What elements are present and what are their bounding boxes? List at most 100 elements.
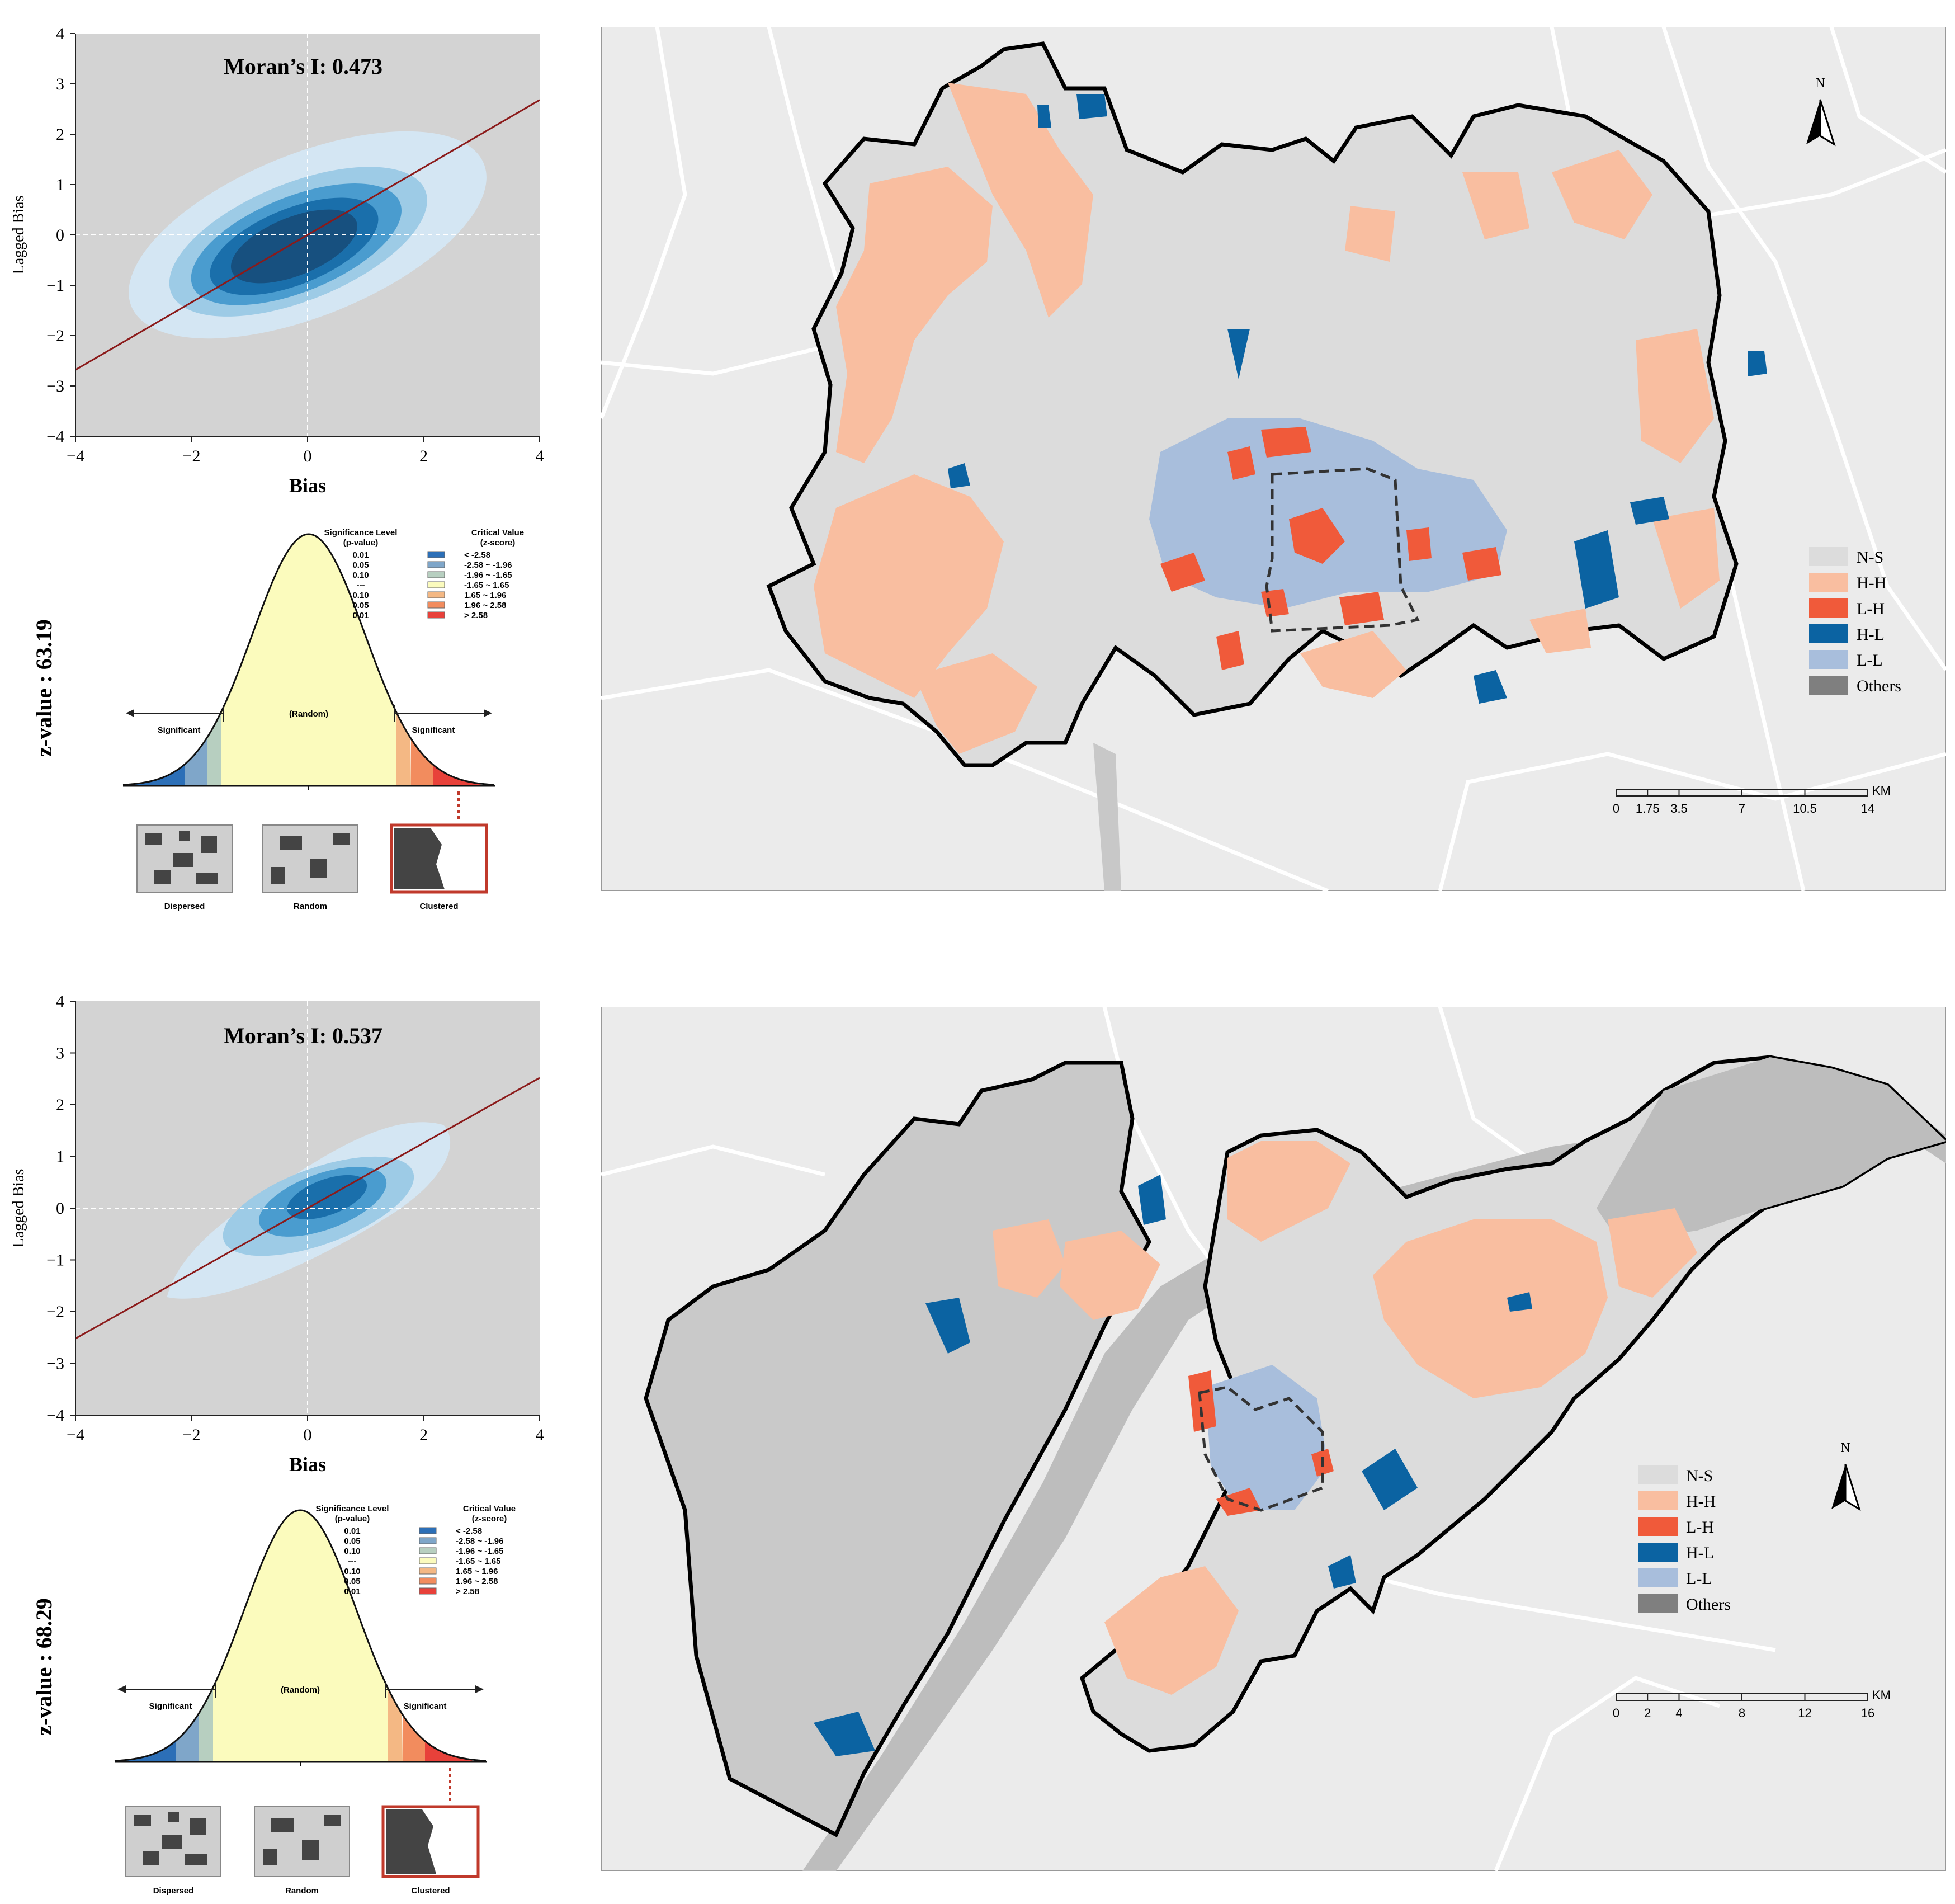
- sig-header: Significance Level: [324, 528, 398, 538]
- kde-level-5: [230, 209, 357, 284]
- legend-label: Others: [1857, 677, 1901, 695]
- z-score: -1.65 ~ 1.65: [464, 581, 509, 590]
- sig-header: Significance Level: [316, 1504, 389, 1514]
- bell-segment: [221, 534, 396, 786]
- legend-swatch: [1809, 624, 1848, 643]
- significant-right: Significant: [412, 725, 455, 735]
- scale-tick-label: 0: [1613, 802, 1619, 816]
- significance-legend: Significance Level (p-value) Critical Va…: [324, 528, 525, 620]
- y-tick-label: −2: [46, 1303, 64, 1321]
- bell-segment: [396, 711, 411, 786]
- legend-swatch: [1638, 1568, 1678, 1587]
- y-tick-label: 3: [56, 75, 64, 93]
- lisa-map-1: N N-S H-H L-H H-L L-L Others 0 1.75 3.5 7 10.5 14 K…: [601, 27, 1946, 891]
- y-axis-label: Lagged Bias: [10, 1169, 27, 1248]
- p-value: 0.01: [352, 550, 369, 560]
- y-tick-label: 0: [56, 1199, 64, 1218]
- dispersed-label: Dispersed: [153, 1886, 194, 1896]
- z-score: 1.65 ~ 1.96: [456, 1567, 498, 1576]
- north-arrow: N: [1806, 76, 1836, 147]
- legend-swatch: [1638, 1594, 1678, 1613]
- bell-segment: [207, 711, 221, 786]
- bell-segment: [433, 765, 481, 786]
- p-value: 0.10: [352, 571, 369, 580]
- p-value: 0.10: [344, 1567, 360, 1576]
- z-score: -1.65 ~ 1.65: [456, 1557, 500, 1566]
- significance-legend: Significance Level (p-value) Critical Va…: [316, 1504, 516, 1596]
- sig-sub: (p-value): [343, 538, 379, 548]
- regression-line: [75, 1077, 540, 1340]
- hl-clusters: [814, 1175, 1532, 1756]
- y-tick-label: 3: [56, 1044, 64, 1063]
- z-value-label-container: z-value : 68.29: [31, 1583, 67, 1751]
- x-tick-label: 0: [304, 447, 312, 465]
- significance-arrows: Significant (Random) Significant: [117, 1681, 484, 1711]
- clustered-label: Clustered: [419, 902, 458, 911]
- scale-tick-label: 1.75: [1636, 802, 1660, 816]
- x-axis-label: Bias: [289, 1453, 326, 1476]
- crit-header: Critical Value: [471, 528, 524, 538]
- scale-unit: KM: [1872, 784, 1891, 798]
- moran-scatter-2: 4 3 2 1 0 −1 −2 −3 −4 −4 −2 0 2 4 Moran’s I: 0.537 B…: [10, 996, 544, 1476]
- legend-swatch: [1809, 676, 1848, 695]
- p-value: 0.01: [344, 1587, 360, 1596]
- p-value: ---: [357, 581, 365, 590]
- legend-label: Others: [1686, 1595, 1731, 1614]
- significance-arrows: Significant (Random) Significant: [126, 705, 492, 735]
- ll-clusters: [1205, 1365, 1328, 1510]
- x-axis-label: Bias: [289, 474, 326, 497]
- p-value: 0.01: [344, 1526, 360, 1536]
- random-pattern-label: Random: [285, 1886, 319, 1896]
- z-score: 1.96 ~ 2.58: [456, 1577, 498, 1586]
- scale-tick-label: 3.5: [1670, 802, 1688, 816]
- z-score: > 2.58: [464, 611, 488, 620]
- clustered-label: Clustered: [411, 1886, 450, 1896]
- lh-clusters: [1160, 427, 1501, 670]
- p-value: 0.05: [344, 1577, 360, 1586]
- legend-swatch: [1638, 1543, 1678, 1562]
- river: [1093, 743, 1121, 891]
- bell-segment: [134, 764, 185, 786]
- random-label: (Random): [281, 1685, 320, 1695]
- x-tick-label: 0: [304, 1426, 312, 1444]
- y-tick-label: −1: [46, 1251, 64, 1270]
- hh-clusters: [993, 1141, 1697, 1695]
- scale-tick-label: 0: [1613, 1706, 1619, 1720]
- z-score: < -2.58: [456, 1526, 482, 1536]
- y-tick-label: 1: [56, 1148, 64, 1166]
- significant-left: Significant: [149, 1702, 192, 1711]
- pattern-thumbnails: Dispersed Random Clustered: [125, 1805, 480, 1896]
- north-arrow: N: [1831, 1441, 1861, 1511]
- lisa-map-2: N N-S H-H L-H H-L L-L Others 0 2 4 8 12 16 KM: [601, 1007, 1946, 1871]
- x-tick-label: −4: [67, 447, 84, 465]
- normal-distribution-1: Significance Level (p-value) Critical Va…: [122, 528, 525, 911]
- legend-label: H-H: [1686, 1492, 1716, 1511]
- regression-line: [75, 99, 540, 371]
- north-label: N: [1815, 76, 1825, 91]
- legend-swatch: [1638, 1517, 1678, 1536]
- scale-tick-label: 16: [1861, 1706, 1874, 1720]
- legend-swatch: [1809, 650, 1848, 669]
- x-tick-label: 2: [419, 447, 428, 465]
- pattern-thumbnails: Dispersed Random Clustered: [136, 823, 488, 911]
- z-score: -2.58 ~ -1.96: [456, 1537, 503, 1546]
- legend-label: H-L: [1686, 1544, 1714, 1562]
- y-tick-label: −4: [46, 1406, 64, 1425]
- legend-label: H-H: [1857, 574, 1886, 592]
- scale-unit: KM: [1872, 1688, 1891, 1702]
- scale-tick-label: 8: [1739, 1706, 1745, 1720]
- z-score: -1.96 ~ -1.65: [464, 571, 512, 580]
- scale-tick-label: 12: [1798, 1706, 1811, 1720]
- p-value: 0.10: [344, 1547, 360, 1556]
- inner-ring-boundary: [1265, 467, 1420, 633]
- normal-distribution-2: Significance Level (p-value) Critical Va…: [114, 1504, 516, 1896]
- x-tick-label: −2: [183, 1426, 201, 1444]
- crit-sub: (z-score): [480, 538, 516, 548]
- p-value: 0.10: [352, 591, 369, 600]
- dispersed-label: Dispersed: [164, 902, 205, 911]
- y-tick-label: −4: [46, 427, 64, 446]
- p-value: 0.01: [352, 611, 369, 620]
- bell-segment: [176, 1714, 199, 1762]
- legend-swatch: [1809, 547, 1848, 566]
- crit-header: Critical Value: [463, 1504, 516, 1514]
